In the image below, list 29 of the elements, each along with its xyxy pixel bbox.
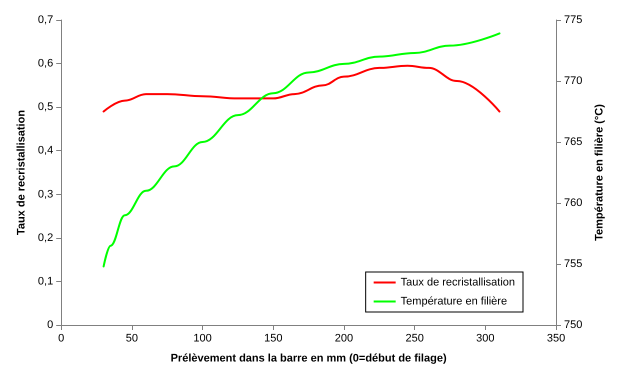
x-tick-label: 50 [126,332,138,344]
x-tick-label: 300 [476,332,494,344]
y-tick-label: 0,2 [38,232,54,244]
line-series [102,64,500,112]
y-tick-label: 0,5 [38,101,54,114]
y2-tick-label: 765 [564,136,582,148]
line-series [102,32,500,268]
y-tick-label: 0 [47,319,54,331]
y-tick-label: 0,7 [38,14,54,26]
legend-label: Température en filière [400,296,508,308]
x-tick-label: 150 [264,332,282,344]
y2-tick-label: 775 [564,14,582,26]
x-tick-label: 200 [334,332,354,344]
legend-label: Taux de recristallisation [400,276,516,288]
y2-tick-label: 750 [564,319,582,331]
y2-tick-label: 755 [564,258,582,270]
y-tick-label: 0,4 [38,144,54,157]
x-tick-label: 350 [546,332,566,344]
y-axis-title: Taux de recristallisation [16,110,28,236]
y2-tick-label: 770 [564,75,582,87]
y2-tick-label: 760 [564,197,582,209]
y-tick-label: 0,1 [38,275,54,288]
x-tick-label: 100 [193,332,212,344]
y-tick-label: 0,3 [38,188,54,200]
x-axis-title: Prélèvement dans la barre en mm (0=début de filage) [170,352,447,364]
y-tick-label: 0,6 [38,58,54,70]
x-tick-label: 0 [58,332,64,344]
x-tick-label: 250 [405,332,424,344]
y2-axis-title: Température en filière (°C) [594,104,606,241]
